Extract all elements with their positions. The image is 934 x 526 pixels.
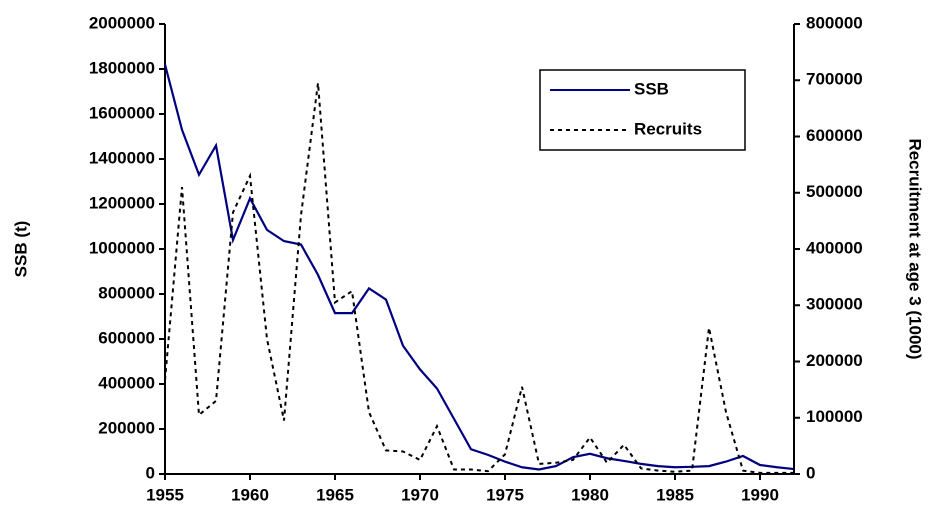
y-tick-label: 1200000	[89, 193, 155, 212]
y2-tick-label: 300000	[806, 295, 863, 314]
y-tick-label: 1000000	[89, 238, 155, 257]
y-tick-label: 0	[146, 463, 155, 482]
y2-tick-label: 400000	[806, 238, 863, 257]
legend-label: Recruits	[634, 119, 702, 138]
y-tick-label: 2000000	[89, 13, 155, 32]
x-tick-label: 1980	[571, 485, 609, 504]
y-tick-label: 1800000	[89, 58, 155, 77]
y-tick-label: 400000	[98, 373, 155, 392]
series-line	[163, 64, 795, 471]
y2-tick-label: 800000	[806, 13, 863, 32]
y2-tick-label: 600000	[806, 126, 863, 145]
y2-tick-label: 700000	[806, 70, 863, 89]
x-tick-label: 1975	[486, 485, 524, 504]
legend-box	[539, 69, 746, 151]
y2-axis-title: Recruitment at age 3 (1000)	[906, 138, 925, 359]
x-tick-label: 1955	[146, 485, 184, 504]
y2-tick-label: 100000	[806, 407, 863, 426]
x-tick-label: 1960	[231, 485, 269, 504]
legend-label: SSB	[634, 79, 669, 98]
y-axis-title: SSB (t)	[11, 221, 30, 278]
y2-tick-label: 500000	[806, 182, 863, 201]
x-tick-label: 1990	[741, 485, 779, 504]
series-line	[164, 82, 794, 474]
x-tick-label: 1970	[401, 485, 439, 504]
y2-tick-label: 0	[806, 463, 815, 482]
y-tick-label: 800000	[98, 283, 155, 302]
y-tick-label: 600000	[98, 328, 155, 347]
y-tick-label: 1400000	[89, 148, 155, 167]
x-tick-label: 1965	[316, 485, 354, 504]
y-tick-label: 1600000	[89, 103, 155, 122]
y2-tick-label: 200000	[806, 351, 863, 370]
x-tick-label: 1985	[656, 485, 694, 504]
y-tick-label: 200000	[98, 418, 155, 437]
